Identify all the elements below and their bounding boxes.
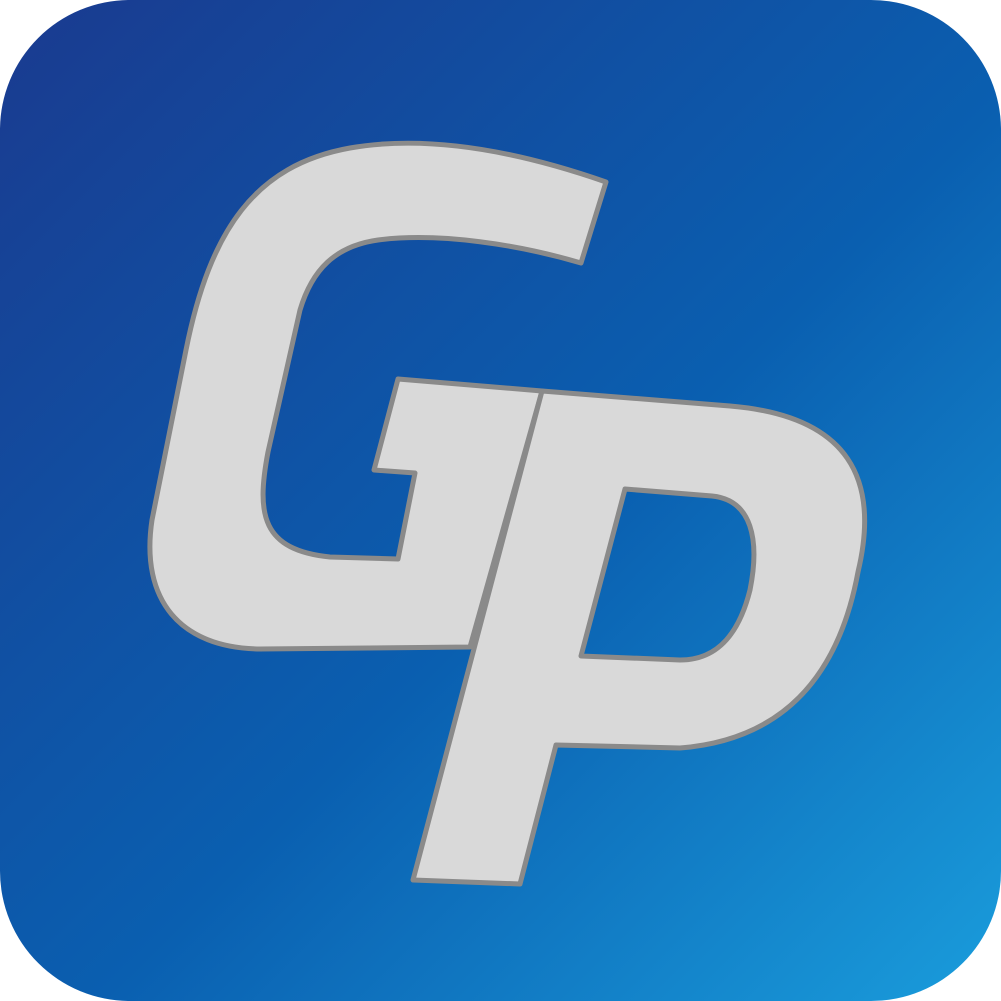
letter-p-shape (410, 388, 868, 887)
letter-g-shape (147, 140, 609, 652)
